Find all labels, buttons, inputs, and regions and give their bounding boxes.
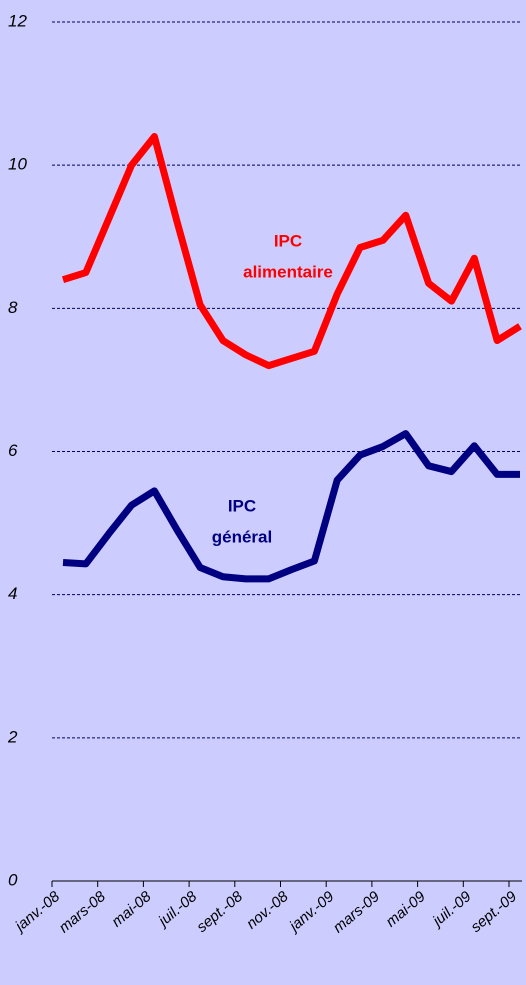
y-tick-label: 6: [8, 441, 18, 460]
annotation: alimentaire: [243, 262, 333, 281]
y-tick-label: 10: [8, 155, 27, 174]
y-tick-label: 2: [7, 727, 18, 746]
annotation: IPC: [274, 231, 302, 250]
y-tick-label: 12: [8, 11, 27, 30]
y-tick-label: 4: [8, 584, 17, 603]
y-tick-label: 8: [8, 298, 18, 317]
annotation: général: [212, 527, 272, 546]
series-line: [61, 133, 522, 370]
series-line: [62, 430, 520, 583]
annotation: IPC: [228, 496, 256, 515]
y-tick-label: 0: [8, 870, 18, 889]
